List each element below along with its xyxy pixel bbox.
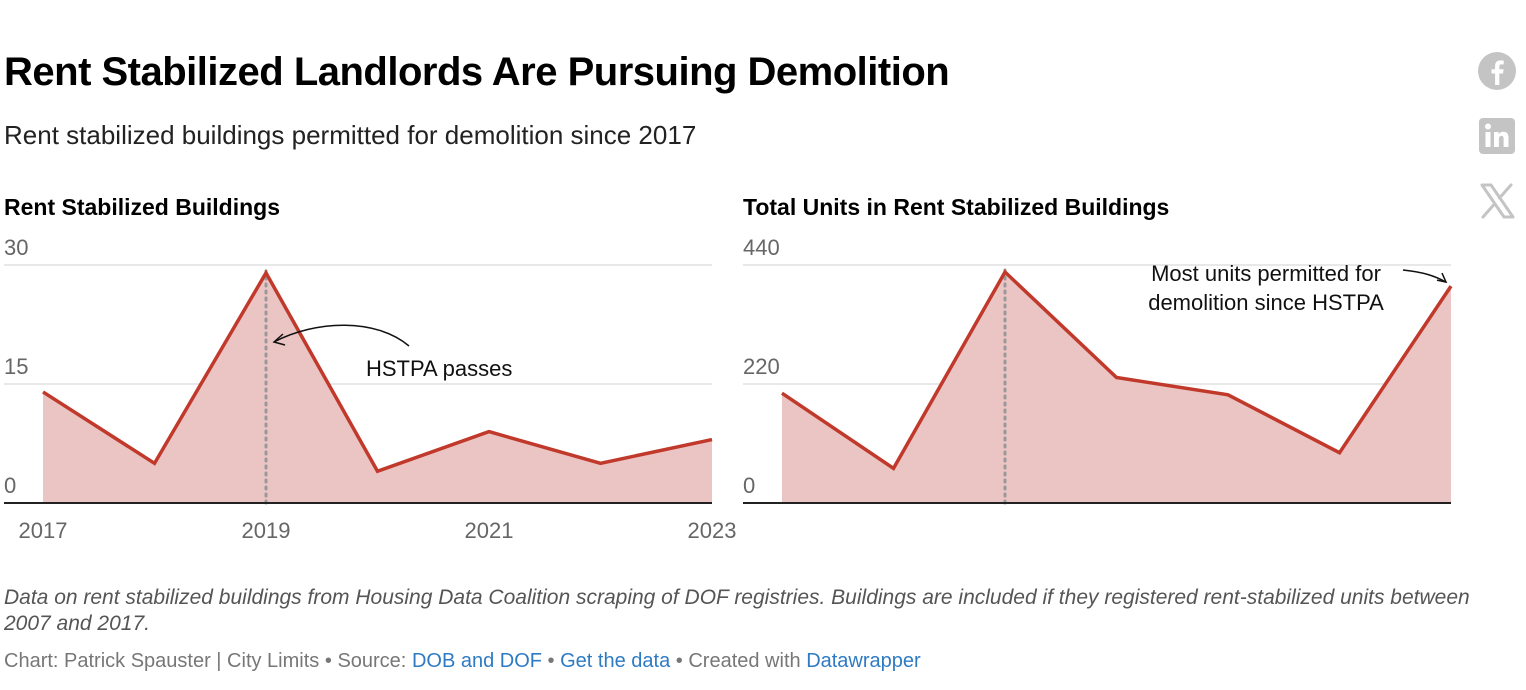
data-point [1003, 270, 1007, 274]
data-point [1115, 376, 1119, 380]
data-notes: Data on rent stabilized buildings from H… [4, 586, 1470, 635]
annotation-hstpa: HSTPA passes [366, 356, 512, 381]
annotation-arrow [273, 324, 410, 347]
area-fill [782, 272, 1451, 503]
annotation-arrowhead [1436, 272, 1448, 284]
byline: Chart: Patrick Spauster | City Limits • … [4, 650, 921, 673]
x-icon [1480, 183, 1515, 219]
data-point [264, 271, 268, 275]
chart-credit: Chart: Patrick Spauster | City Limits [4, 650, 320, 672]
units-chart: Total Units in Rent Stabilized Buildings… [743, 190, 1463, 550]
get-the-data-link[interactable]: Get the data [560, 650, 671, 672]
area-fill [43, 272, 712, 503]
y-tick-label: 220 [743, 354, 780, 379]
data-point [41, 390, 45, 394]
separator: • [547, 650, 555, 672]
separator: • [324, 650, 332, 672]
data-point [1226, 393, 1230, 397]
data-point [487, 430, 491, 434]
data-point [710, 438, 714, 442]
y-tick-label: 0 [743, 473, 755, 498]
source-link[interactable]: DOB and DOF [411, 650, 542, 672]
data-line [42, 269, 713, 474]
data-point [376, 469, 380, 473]
y-tick-label: 440 [743, 235, 780, 260]
x-tick-label: 2023 [688, 518, 737, 543]
units-chart-plot: 0 220 440 Most units permitted for demolitio… [743, 235, 1453, 505]
buildings-chart-plot: 0 15 30 2017 2019 2021 2023 HSTPA passes [4, 235, 736, 543]
chart-title: Rent Stabilized Landlords Are Pursuing D… [4, 50, 950, 94]
y-tick-label: 30 [4, 235, 28, 260]
data-point [599, 461, 603, 465]
linkedin-share-button[interactable] [1476, 115, 1518, 157]
data-point [780, 391, 784, 395]
x-share-button[interactable] [1476, 180, 1518, 222]
y-tick-label: 15 [4, 354, 28, 379]
linkedin-icon [1479, 118, 1515, 154]
x-tick-label: 2019 [242, 518, 291, 543]
annotation-most-units-line1: Most units permitted for [1151, 261, 1381, 286]
source-label: Source: [337, 650, 407, 672]
annotation-arrow [1402, 269, 1447, 283]
data-point [1338, 451, 1342, 455]
annotation-arrowhead [272, 333, 286, 346]
facebook-share-button[interactable] [1476, 50, 1518, 92]
facebook-icon [1478, 52, 1516, 90]
buildings-chart: Rent Stabilized Buildings 0 15 30 2017 2019 2… [4, 190, 736, 550]
data-line [781, 269, 1453, 471]
buildings-chart-title: Rent Stabilized Buildings [4, 194, 281, 220]
y-tick-label: 0 [4, 473, 16, 498]
data-point [892, 466, 896, 470]
datawrapper-link[interactable]: Datawrapper [806, 650, 921, 672]
separator: • [675, 650, 683, 672]
x-tick-label: 2017 [19, 518, 68, 543]
created-with-label: Created with [688, 650, 801, 672]
chart-subtitle: Rent stabilized buildings permitted for … [4, 120, 697, 150]
data-point [1449, 284, 1453, 288]
data-point [153, 461, 157, 465]
annotation-most-units-line2: demolition since HSTPA [1148, 290, 1384, 315]
x-tick-label: 2021 [465, 518, 514, 543]
units-chart-title: Total Units in Rent Stabilized Buildings [743, 194, 1170, 220]
